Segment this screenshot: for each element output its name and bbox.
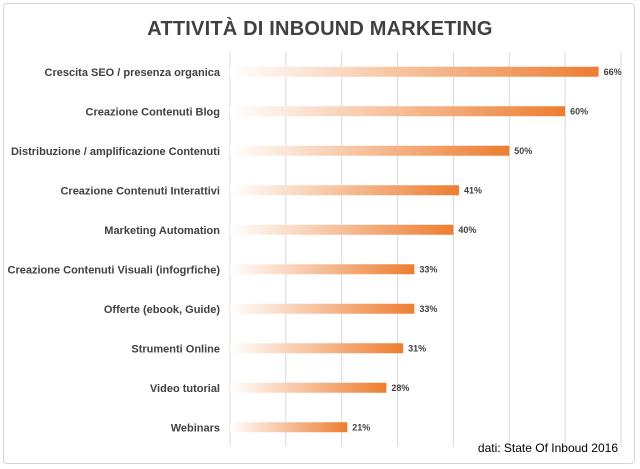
bar — [230, 224, 454, 235]
category-label: Creazione Contenuti Visuali (infogrfiche… — [8, 264, 221, 276]
value-label: 31% — [408, 343, 426, 353]
data-source-note: dati: State Of Inboud 2016 — [477, 441, 618, 455]
bar — [230, 422, 348, 433]
bar — [230, 343, 404, 354]
value-label: 50% — [514, 146, 532, 156]
bar — [230, 382, 387, 393]
category-label: Video tutorial — [150, 383, 220, 395]
category-label: Distribuzione / amplificazione Contenuti — [11, 146, 220, 158]
category-label: Marketing Automation — [104, 225, 220, 237]
value-label: 40% — [458, 225, 476, 235]
bar — [230, 264, 415, 275]
category-label: Webinars — [171, 422, 220, 434]
chart-title: ATTIVITÀ DI INBOUND MARKETING — [147, 18, 493, 40]
value-label: 21% — [352, 422, 370, 432]
category-label: Strumenti Online — [131, 343, 220, 355]
bar — [230, 303, 415, 314]
category-label: Creazione Contenuti Blog — [86, 106, 220, 118]
bar — [230, 185, 460, 196]
value-label: 33% — [419, 304, 437, 314]
value-label: 28% — [391, 383, 409, 393]
bar — [230, 66, 599, 77]
category-label: Creazione Contenuti Interattivi — [60, 185, 220, 197]
category-label: Crescita SEO / presenza organica — [45, 67, 221, 79]
bar — [230, 106, 566, 117]
value-label: 33% — [419, 264, 437, 274]
bar — [230, 145, 510, 156]
value-label: 60% — [570, 106, 588, 116]
category-label: Offerte (ebook, Guide) — [104, 304, 220, 316]
value-label: 66% — [604, 67, 622, 77]
value-label: 41% — [464, 185, 482, 195]
